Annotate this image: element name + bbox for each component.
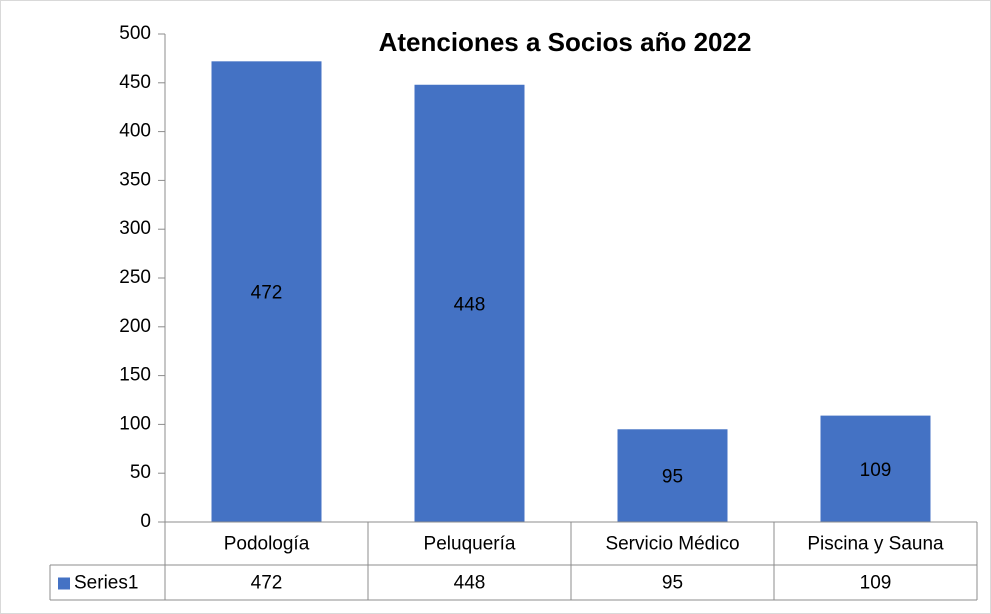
y-tick-label: 300 bbox=[119, 218, 151, 239]
data-label: 95 bbox=[662, 467, 683, 488]
x-tick-label: Servicio Médico bbox=[605, 534, 739, 555]
legend-key bbox=[58, 577, 70, 590]
data-label: 109 bbox=[860, 460, 892, 481]
table-value: 472 bbox=[251, 573, 283, 594]
bar bbox=[820, 415, 931, 522]
y-tick-label: 50 bbox=[130, 462, 151, 483]
y-tick-label: 200 bbox=[119, 316, 151, 337]
y-tick-label: 450 bbox=[119, 72, 151, 93]
bar bbox=[211, 61, 322, 522]
legend-label: Series1 bbox=[74, 573, 138, 594]
y-tick-label: 0 bbox=[140, 511, 151, 532]
x-tick-label: Peluquería bbox=[424, 534, 516, 555]
bar bbox=[617, 429, 728, 522]
table-value: 95 bbox=[662, 573, 683, 594]
y-tick-label: 400 bbox=[119, 121, 151, 142]
y-tick-label: 150 bbox=[119, 365, 151, 386]
y-tick-label: 350 bbox=[119, 169, 151, 190]
data-label: 472 bbox=[251, 283, 283, 304]
table-value: 109 bbox=[860, 573, 892, 594]
bar bbox=[414, 84, 525, 522]
x-tick-label: Podología bbox=[224, 534, 310, 555]
x-tick-label: Piscina y Sauna bbox=[807, 534, 944, 555]
y-tick-label: 250 bbox=[119, 267, 151, 288]
table-value: 448 bbox=[454, 573, 486, 594]
chart-title: Atenciones a Socios año 2022 bbox=[379, 27, 752, 57]
data-label: 448 bbox=[454, 294, 486, 315]
y-tick-label: 100 bbox=[119, 413, 151, 434]
y-tick-label: 500 bbox=[119, 23, 151, 44]
